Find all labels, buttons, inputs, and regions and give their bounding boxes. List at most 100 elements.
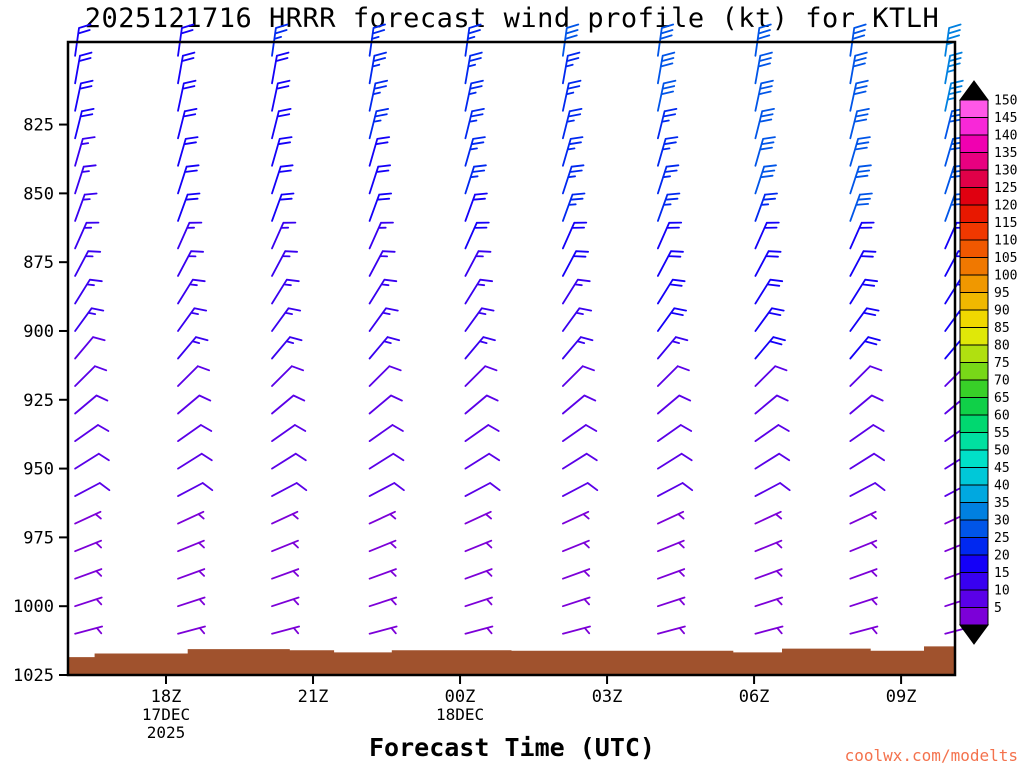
wind-barb bbox=[657, 250, 684, 277]
wind-barb bbox=[657, 79, 677, 112]
wind-barb bbox=[74, 250, 102, 277]
watermark-link[interactable]: coolwx.com/modelts bbox=[844, 746, 1018, 765]
y-tick-label: 925 bbox=[23, 391, 54, 411]
wind-barb bbox=[754, 625, 784, 635]
wind-barb bbox=[271, 278, 300, 305]
wind-barb bbox=[464, 192, 488, 222]
wind-barb bbox=[849, 568, 878, 580]
wind-barb bbox=[74, 23, 92, 57]
wind-barb bbox=[74, 336, 106, 360]
colorbar-label: 50 bbox=[994, 444, 1010, 459]
wind-barb bbox=[657, 278, 686, 305]
wind-barb bbox=[754, 452, 791, 470]
wind-barb bbox=[849, 278, 878, 305]
wind-barb bbox=[74, 136, 96, 167]
wind-barb bbox=[368, 625, 398, 635]
wind-barb bbox=[849, 336, 881, 360]
wind-barb bbox=[368, 424, 404, 442]
wind-barb bbox=[177, 336, 209, 360]
colorbar-segment bbox=[959, 309, 989, 328]
x-tick-label: 09Z bbox=[886, 687, 917, 707]
colorbar-segment bbox=[959, 222, 989, 241]
colorbar-label: 125 bbox=[994, 181, 1017, 196]
wind-barb bbox=[177, 192, 201, 222]
colorbar-label: 35 bbox=[994, 496, 1010, 511]
y-tick-label: 950 bbox=[23, 460, 54, 480]
wind-barb bbox=[464, 79, 484, 112]
colorbar-label: 20 bbox=[994, 549, 1010, 564]
colorbar-label: 55 bbox=[994, 426, 1010, 441]
wind-barb bbox=[271, 23, 289, 57]
wind-barb bbox=[657, 424, 693, 442]
wind-barb bbox=[74, 164, 97, 195]
wind-barb bbox=[562, 108, 583, 140]
colorbar-segment bbox=[959, 589, 989, 608]
colorbar-segment bbox=[959, 344, 989, 363]
wind-barb-column bbox=[849, 23, 886, 635]
colorbar-segment bbox=[959, 204, 989, 223]
wind-barb bbox=[754, 108, 775, 140]
wind-barb bbox=[657, 539, 685, 553]
wind-barb bbox=[849, 250, 877, 277]
wind-barb bbox=[562, 79, 582, 112]
wind-barb bbox=[464, 336, 496, 360]
wind-barb bbox=[271, 250, 298, 277]
terrain-surface bbox=[68, 646, 955, 675]
colorbar-segment bbox=[959, 274, 989, 293]
colorbar-segment bbox=[959, 187, 989, 206]
wind-barb bbox=[754, 192, 778, 222]
colorbar-label: 130 bbox=[994, 164, 1017, 179]
wind-barb bbox=[464, 482, 501, 497]
wind-barb bbox=[177, 568, 206, 580]
wind-barb bbox=[754, 424, 790, 442]
wind-barb bbox=[754, 307, 785, 332]
wind-barb bbox=[562, 394, 597, 415]
wind-barb bbox=[657, 51, 676, 85]
wind-barb bbox=[177, 307, 208, 332]
wind-barb bbox=[657, 108, 678, 140]
wind-barb bbox=[754, 568, 783, 580]
wind-barb bbox=[562, 221, 588, 250]
wind-barb bbox=[464, 51, 483, 85]
wind-barb bbox=[464, 221, 490, 250]
wind-barb bbox=[271, 596, 300, 608]
wind-barb bbox=[657, 136, 679, 167]
colorbar-label: 85 bbox=[994, 321, 1010, 336]
wind-barb bbox=[271, 539, 299, 553]
colorbar-label: 110 bbox=[994, 234, 1017, 249]
wind-barb bbox=[74, 568, 103, 580]
wind-barb bbox=[562, 596, 591, 608]
colorbar-label: 65 bbox=[994, 391, 1010, 406]
colorbar-label: 100 bbox=[994, 269, 1017, 284]
wind-barb bbox=[74, 452, 110, 470]
wind-barb bbox=[368, 452, 405, 470]
colorbar-label: 115 bbox=[994, 216, 1017, 231]
colorbar-label: 90 bbox=[994, 304, 1010, 319]
wind-barb bbox=[368, 23, 386, 57]
wind-barb bbox=[177, 625, 206, 635]
wind-barb bbox=[562, 510, 590, 525]
wind-barb bbox=[177, 51, 196, 85]
wind-barb bbox=[368, 307, 399, 332]
wind-barb bbox=[271, 394, 306, 415]
colorbar-segment bbox=[959, 379, 989, 398]
wind-barb bbox=[177, 424, 213, 442]
wind-barb bbox=[177, 452, 213, 470]
y-tick-label: 825 bbox=[23, 116, 54, 136]
wind-barb-column bbox=[464, 23, 501, 635]
wind-barb bbox=[657, 452, 693, 470]
wind-barb bbox=[754, 250, 782, 277]
wind-barb bbox=[944, 108, 965, 140]
wind-barb bbox=[849, 164, 872, 195]
colorbar-segment bbox=[959, 572, 989, 591]
wind-barb-column bbox=[271, 23, 308, 635]
wind-barb bbox=[754, 23, 772, 57]
wind-barb bbox=[849, 365, 883, 387]
wind-barb bbox=[464, 136, 486, 167]
wind-barb bbox=[368, 250, 396, 277]
plot-border bbox=[66, 40, 957, 677]
x-axis-title: Forecast Time (UTC) bbox=[369, 733, 655, 762]
wind-barb bbox=[464, 307, 495, 332]
wind-barb bbox=[368, 51, 387, 85]
colorbar-label: 15 bbox=[994, 566, 1010, 581]
